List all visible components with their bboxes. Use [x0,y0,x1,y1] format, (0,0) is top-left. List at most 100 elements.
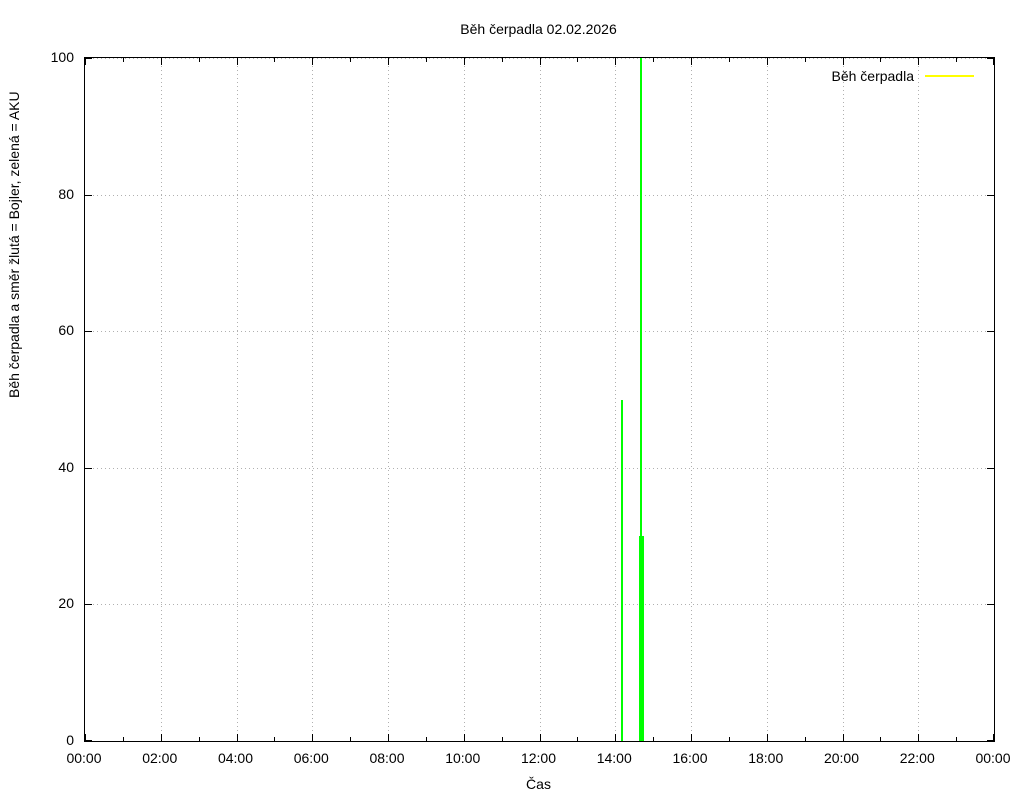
x-minor-tick-top [198,58,200,62]
gridline-vertical [918,58,920,741]
x-major-tick-top [236,58,238,65]
y-tick-label: 0 [66,732,74,748]
y-tick-label: 40 [58,458,74,475]
gridline-vertical [615,58,617,741]
x-minor-tick-top [956,58,958,62]
gridline-vertical [842,58,844,741]
x-major-tick [539,734,541,741]
gridline-vertical [236,58,238,741]
pump-run-impulse [640,58,643,741]
x-tick-label: 08:00 [369,750,405,766]
x-major-tick [918,734,920,741]
x-minor-tick-top [728,58,730,62]
y-tick-label: 20 [58,595,74,612]
x-tick-label: 06:00 [293,750,329,766]
x-major-tick-top [615,58,617,65]
x-minor-tick-top [350,58,352,62]
gridline-horizontal [85,331,994,333]
x-minor-tick-top [577,58,579,62]
x-major-tick-top [160,58,162,65]
chart-title: Běh čerpadla 02.02.2026 [460,21,617,37]
gridline-vertical [160,58,162,741]
x-minor-tick-top [653,58,655,62]
x-minor-tick [653,737,655,741]
y-major-tick-right [987,604,994,606]
x-major-tick-top [85,58,86,65]
gridline-vertical [388,58,389,741]
x-minor-tick [577,737,579,741]
x-minor-tick [350,737,352,741]
x-major-tick-top [842,58,844,65]
x-tick-label: 22:00 [899,750,935,766]
y-major-tick [85,604,92,606]
x-major-tick [842,734,844,741]
x-major-tick [463,734,465,741]
y-major-tick-right [987,467,994,469]
y-major-tick-right [987,58,994,59]
y-major-tick-right [987,331,994,333]
x-minor-tick [501,737,503,741]
x-major-tick-top [463,58,465,65]
x-minor-tick [880,737,882,741]
y-tick-label: 60 [58,322,74,339]
x-tick-label: 10:00 [445,750,481,766]
x-axis-title: Čas [526,776,551,792]
x-tick-label: 04:00 [217,750,254,766]
x-major-tick [615,734,617,741]
y-tick-label: 100 [50,49,74,65]
x-tick-label: 02:00 [142,750,178,766]
x-major-tick [993,734,994,741]
x-major-tick [691,734,692,741]
gridline-vertical [463,58,465,741]
x-minor-tick-top [501,58,503,62]
x-major-tick-top [918,58,920,65]
x-minor-tick-top [122,58,124,62]
y-major-tick [85,740,92,741]
plot-area: Běh čerpadla [84,57,995,742]
y-major-tick-right [987,194,994,196]
gridline-vertical [539,58,541,741]
pump-run-impulse [620,399,623,741]
y-major-tick [85,58,92,59]
y-major-tick-right [987,740,994,741]
x-tick-label: 16:00 [672,750,708,766]
x-tick-label: 00:00 [975,750,1011,766]
x-major-tick-top [388,58,389,65]
x-major-tick [160,734,162,741]
x-major-tick [236,734,238,741]
y-major-tick [85,331,92,333]
x-major-tick [766,734,768,741]
x-major-tick [312,734,314,741]
x-minor-tick [122,737,124,741]
x-tick-label: 20:00 [823,750,860,766]
x-major-tick [388,734,389,741]
x-major-tick-top [993,58,994,65]
y-major-tick [85,467,92,469]
legend: Běh čerpadla [831,68,974,84]
gridline-horizontal [85,467,994,469]
x-major-tick-top [766,58,768,65]
x-minor-tick [956,737,958,741]
gridline-vertical [691,58,692,741]
x-minor-tick [198,737,200,741]
x-minor-tick [274,737,276,741]
gridline-horizontal [85,604,994,606]
gridline-horizontal [85,194,994,196]
x-tick-label: 14:00 [596,750,632,766]
gridline-vertical [766,58,768,741]
x-minor-tick [804,737,806,741]
x-tick-label: 18:00 [748,750,784,766]
legend-label: Běh čerpadla [831,68,914,84]
x-major-tick-top [691,58,692,65]
x-minor-tick [425,737,427,741]
y-tick-label: 80 [58,185,74,202]
x-tick-label: 00:00 [66,750,102,766]
x-major-tick [85,734,86,741]
x-minor-tick-top [425,58,427,62]
gridline-vertical [312,58,314,741]
x-major-tick-top [539,58,541,65]
x-minor-tick-top [274,58,276,62]
legend-line-sample [925,75,974,77]
x-tick-label: 12:00 [520,750,557,766]
